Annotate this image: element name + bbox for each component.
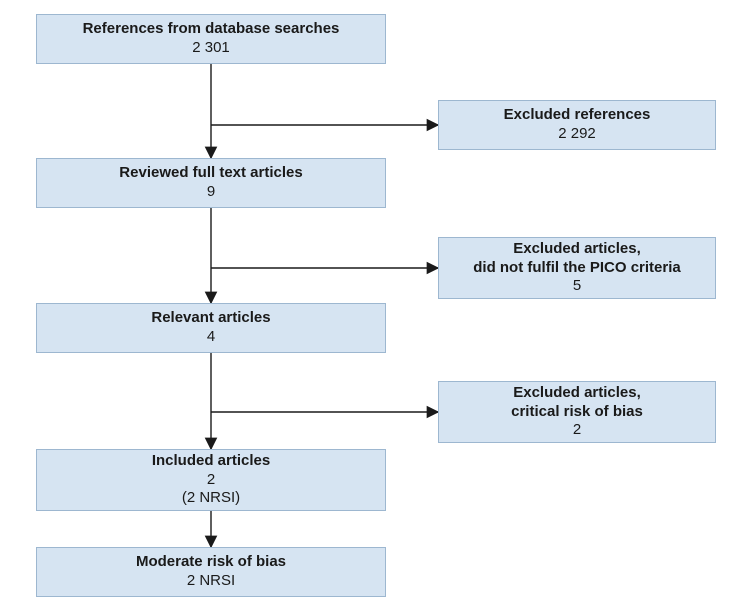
node-excluded-references: Excluded references 2 292 (438, 100, 716, 150)
node-value: 2 (207, 471, 215, 490)
node-reviewed-fulltext: Reviewed full text articles 9 (36, 158, 386, 208)
flowchart-canvas: References from database searches 2 301 … (0, 0, 750, 585)
node-database-references: References from database searches 2 301 (36, 14, 386, 64)
node-title: Moderate risk of bias (136, 553, 286, 572)
node-relevant-articles: Relevant articles 4 (36, 303, 386, 353)
node-title: References from database searches (83, 20, 340, 39)
node-value: 2 301 (192, 39, 230, 58)
node-excluded-pico: Excluded articles, did not fulfil the PI… (438, 237, 716, 299)
node-title: Relevant articles (151, 309, 270, 328)
node-value: 4 (207, 328, 215, 347)
node-value: 9 (207, 183, 215, 202)
node-included-articles: Included articles 2 (2 NRSI) (36, 449, 386, 511)
node-excluded-bias: Excluded articles, critical risk of bias… (438, 381, 716, 443)
node-title: Reviewed full text articles (119, 164, 302, 183)
node-title: Excluded articles, (513, 384, 641, 403)
node-moderate-risk: Moderate risk of bias 2 NRSI (36, 547, 386, 597)
node-value: 5 (573, 277, 581, 296)
node-value: 2 NRSI (187, 572, 235, 591)
node-title2: critical risk of bias (511, 403, 643, 422)
node-value: 2 (573, 421, 581, 440)
node-value: 2 292 (558, 125, 596, 144)
node-sub: (2 NRSI) (182, 489, 240, 508)
node-title: Excluded articles, (513, 240, 641, 259)
node-title: Excluded references (504, 106, 651, 125)
node-title: Included articles (152, 452, 270, 471)
node-title2: did not fulfil the PICO criteria (473, 259, 681, 278)
